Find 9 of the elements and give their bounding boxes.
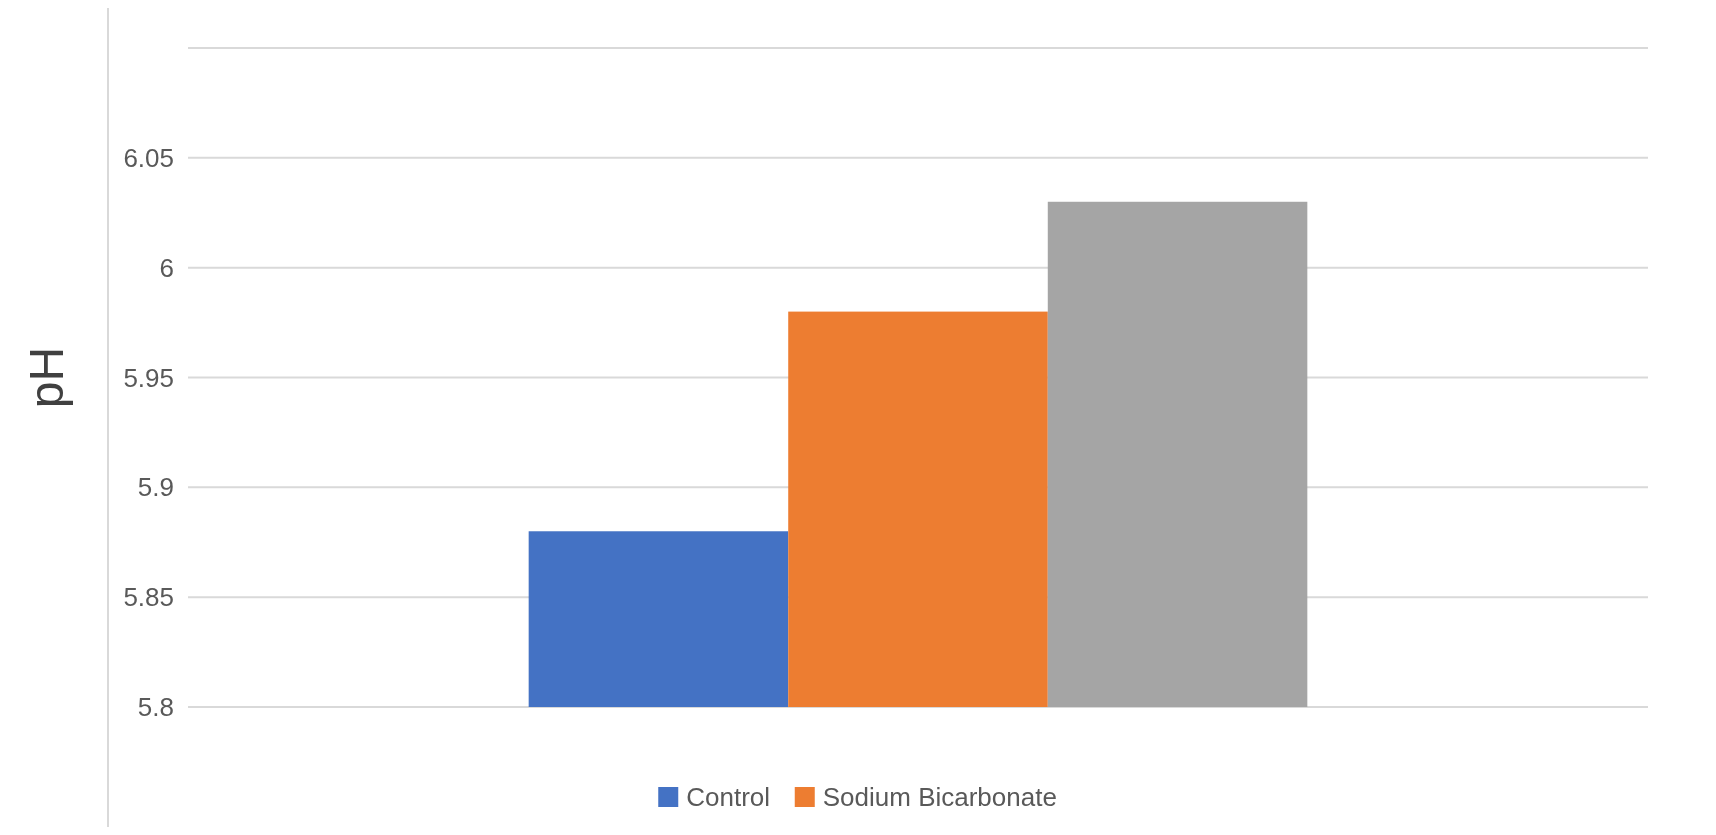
y-tick-label: 5.85 xyxy=(123,582,174,613)
y-tick-label: 5.8 xyxy=(137,692,174,723)
y-axis-title: pH xyxy=(20,346,73,409)
y-tick-label: 6.05 xyxy=(123,142,174,173)
y-tick-label: 5.95 xyxy=(123,362,174,393)
legend-label: Control xyxy=(686,782,771,813)
legend-label: Sodium Bicarbonate xyxy=(822,782,1057,813)
y-tick-label: 6 xyxy=(159,252,174,283)
y-tick-label: 5.9 xyxy=(137,472,174,503)
